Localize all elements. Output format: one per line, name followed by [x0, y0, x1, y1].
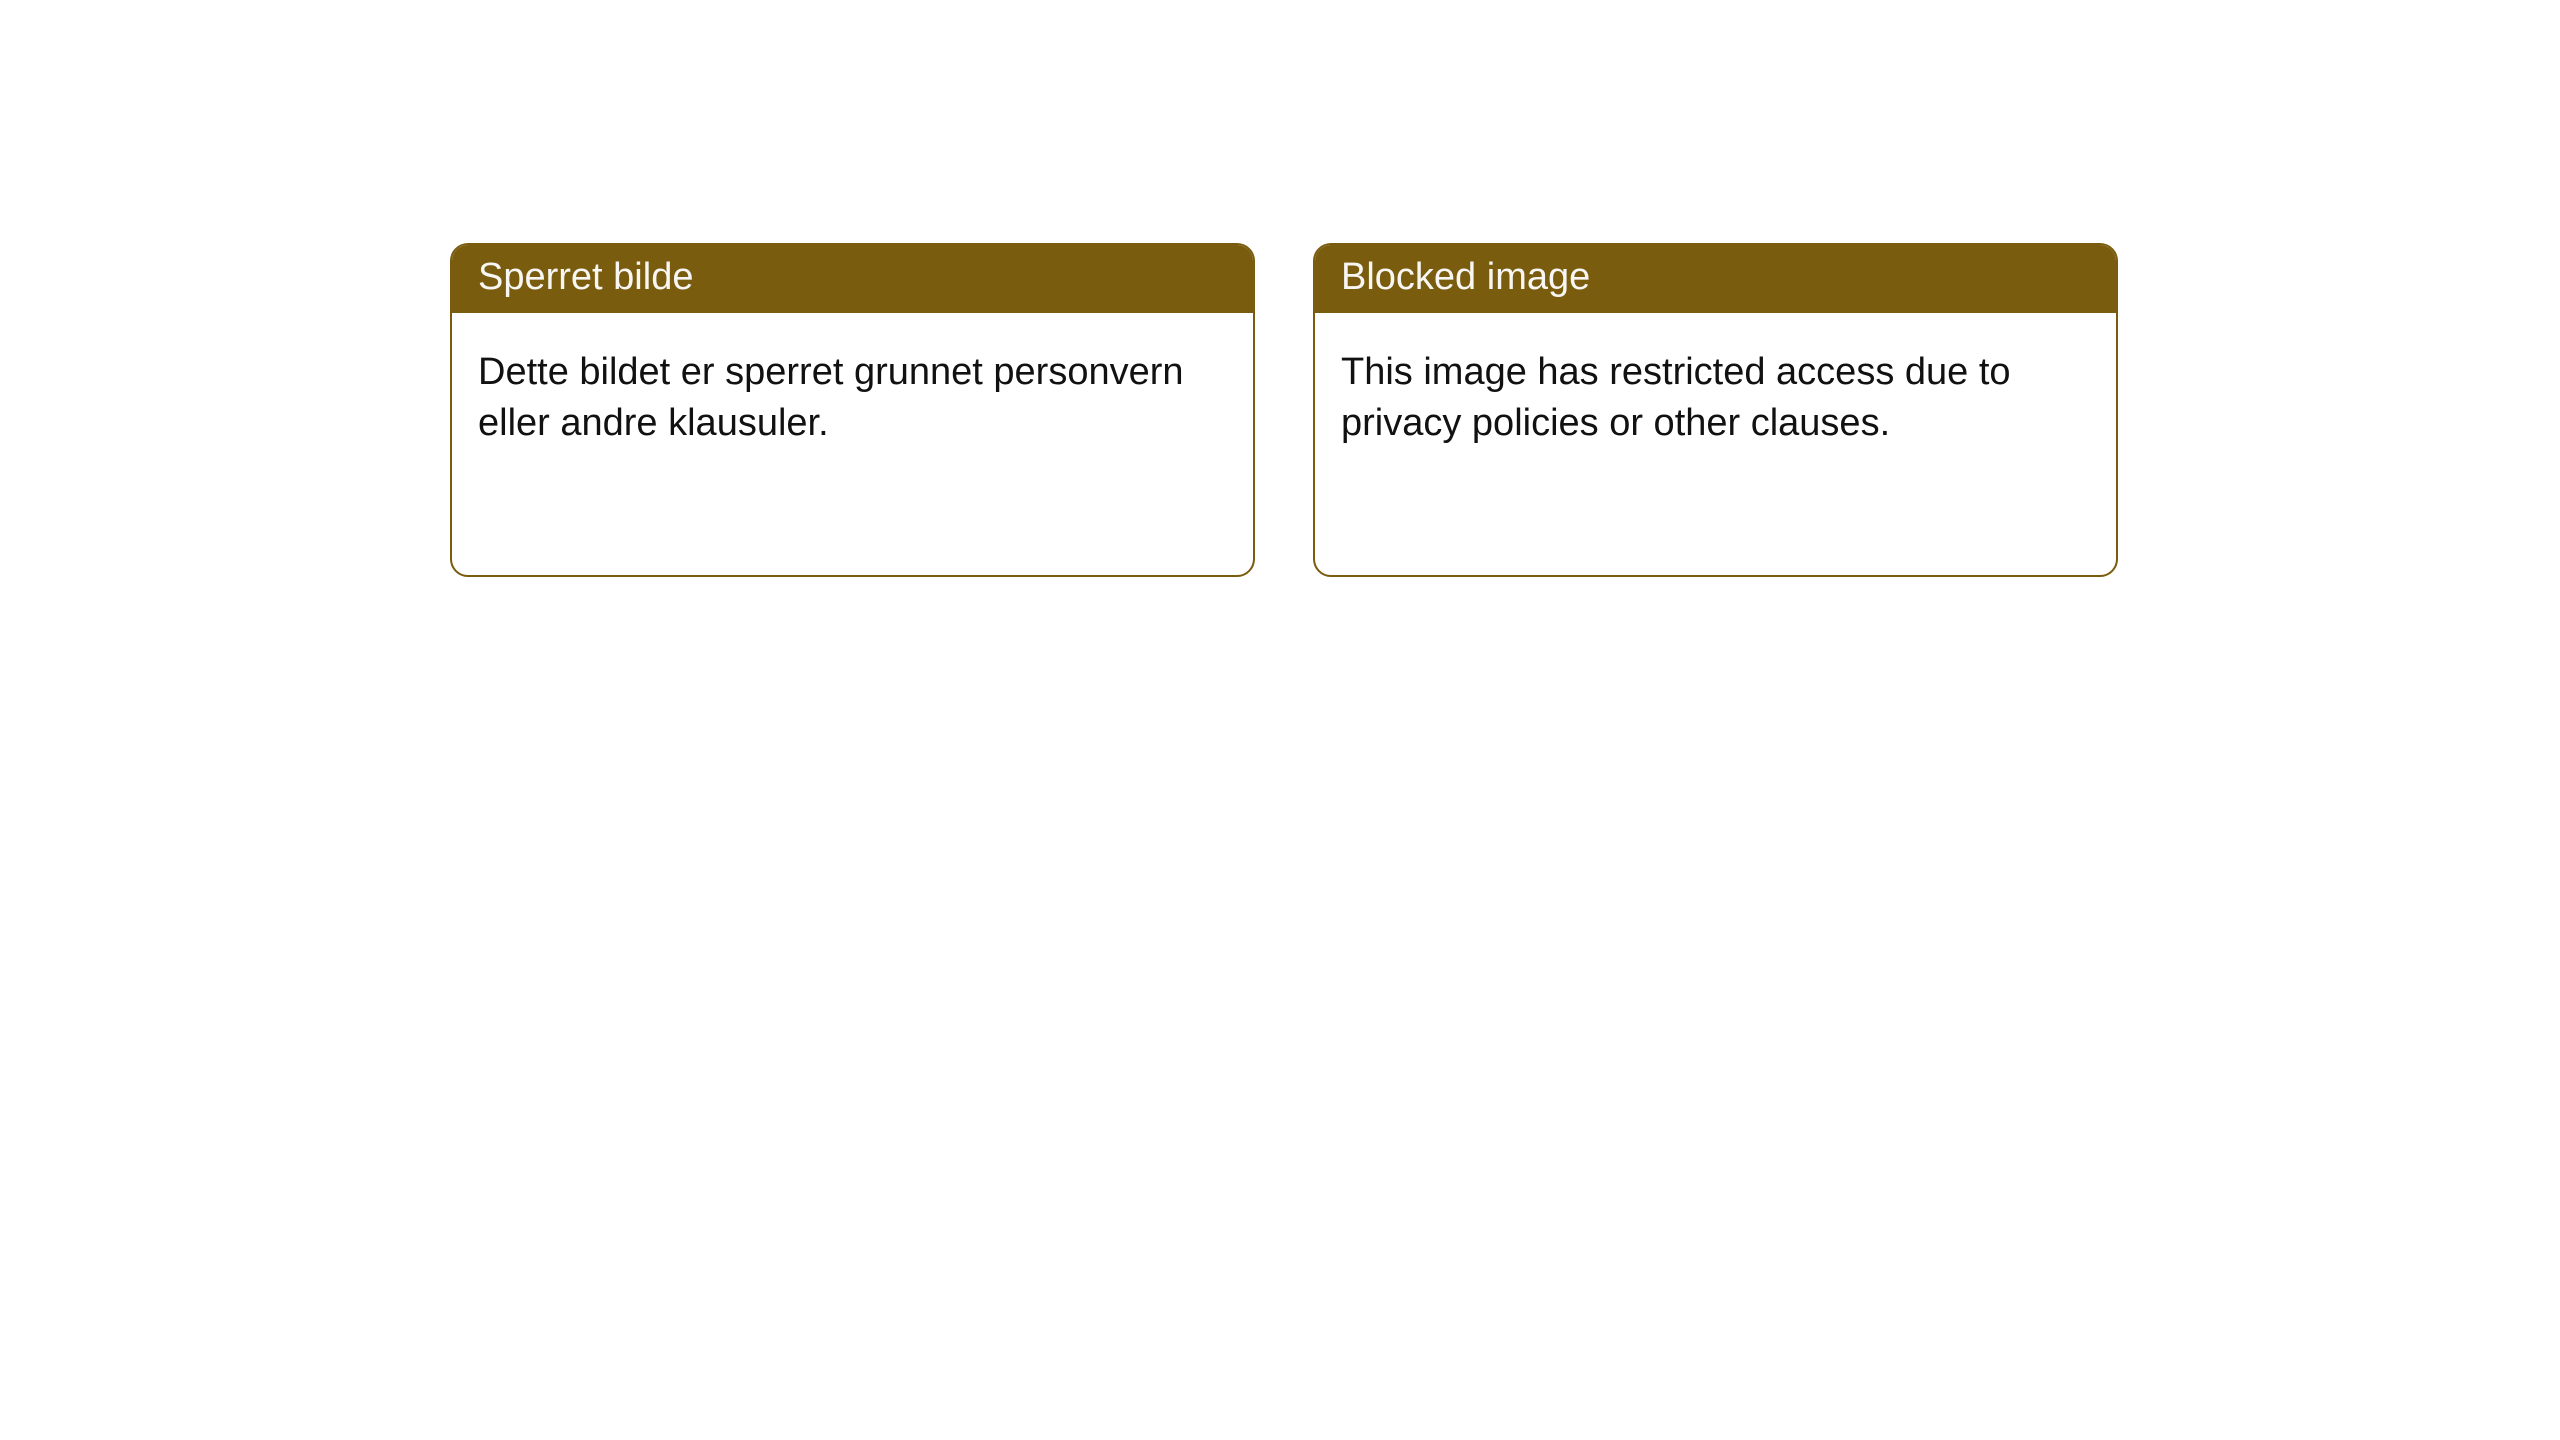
- blocked-image-card-no: Sperret bilde Dette bildet er sperret gr…: [450, 243, 1255, 577]
- card-body-no: Dette bildet er sperret grunnet personve…: [452, 313, 1253, 484]
- card-title-no: Sperret bilde: [478, 256, 693, 298]
- card-message-no: Dette bildet er sperret grunnet personve…: [478, 351, 1184, 444]
- card-header-no: Sperret bilde: [452, 245, 1253, 313]
- card-title-en: Blocked image: [1341, 256, 1590, 298]
- card-header-en: Blocked image: [1315, 245, 2116, 313]
- card-message-en: This image has restricted access due to …: [1341, 351, 2011, 444]
- notice-container: Sperret bilde Dette bildet er sperret gr…: [450, 243, 2118, 577]
- card-body-en: This image has restricted access due to …: [1315, 313, 2116, 484]
- blocked-image-card-en: Blocked image This image has restricted …: [1313, 243, 2118, 577]
